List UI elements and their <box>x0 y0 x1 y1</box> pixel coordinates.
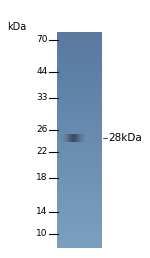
Text: 14: 14 <box>36 207 48 216</box>
Text: 26: 26 <box>36 125 48 134</box>
Text: 28kDa: 28kDa <box>108 133 142 143</box>
Text: 33: 33 <box>36 93 48 102</box>
Text: 70: 70 <box>36 36 48 44</box>
Text: 22: 22 <box>36 148 48 157</box>
Text: 44: 44 <box>36 68 48 77</box>
Text: kDa: kDa <box>8 22 27 32</box>
Text: 18: 18 <box>36 173 48 182</box>
Text: 10: 10 <box>36 230 48 238</box>
